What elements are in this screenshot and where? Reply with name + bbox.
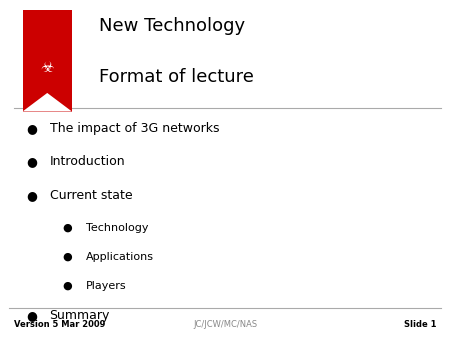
Text: ●: ● (26, 309, 37, 322)
Text: Format of lecture: Format of lecture (99, 68, 254, 86)
Polygon shape (22, 93, 72, 112)
Text: JC/JCW/MC/NAS: JC/JCW/MC/NAS (193, 320, 257, 329)
Text: Current state: Current state (50, 189, 132, 202)
Text: ☣: ☣ (40, 60, 54, 75)
Text: New Technology: New Technology (99, 17, 245, 35)
Text: Summary: Summary (50, 309, 110, 322)
Text: ●: ● (63, 252, 72, 262)
Text: Slide 1: Slide 1 (404, 320, 436, 329)
Text: Applications: Applications (86, 252, 153, 262)
FancyBboxPatch shape (22, 10, 72, 112)
Text: ●: ● (63, 223, 72, 233)
Text: The impact of 3G networks: The impact of 3G networks (50, 122, 219, 135)
Text: Introduction: Introduction (50, 155, 125, 168)
Text: ●: ● (63, 281, 72, 291)
Text: ●: ● (26, 189, 37, 202)
Text: Players: Players (86, 281, 126, 291)
Text: Technology: Technology (86, 223, 148, 233)
Text: ●: ● (26, 155, 37, 168)
Text: Version 5 Mar 2009: Version 5 Mar 2009 (14, 320, 105, 329)
Text: ●: ● (26, 122, 37, 135)
